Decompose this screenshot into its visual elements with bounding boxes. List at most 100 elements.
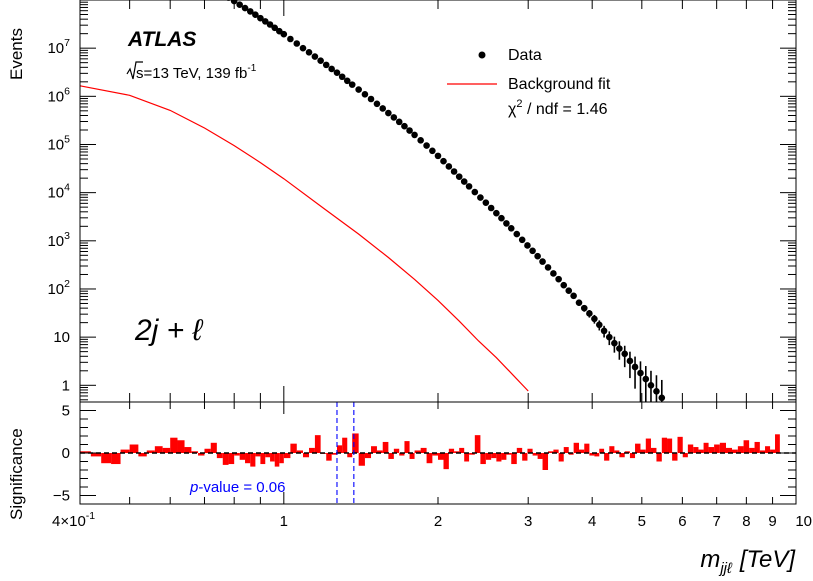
data-point (401, 122, 408, 130)
data-point (647, 381, 655, 389)
data-point (373, 100, 381, 108)
significance-bar (438, 453, 444, 460)
significance-bar (177, 440, 185, 453)
significance-bar (698, 449, 704, 453)
data-point (367, 95, 375, 103)
significance-bar (270, 453, 275, 462)
data-point (311, 53, 319, 60)
significance-bar (650, 447, 657, 453)
data-point (498, 214, 505, 222)
background-fit-line (79, 85, 529, 392)
significance-bar (409, 453, 415, 459)
data-point (246, 8, 254, 15)
significance-bar (754, 441, 760, 453)
significance-bar (558, 453, 564, 462)
significance-bar (376, 450, 383, 453)
data-point (450, 168, 458, 175)
significance-bar (719, 442, 726, 453)
data-point (236, 1, 243, 8)
data-point (305, 49, 313, 56)
x-tick-label: 5 (638, 513, 646, 530)
pvalue-label: p-value = 0.06 (189, 479, 286, 496)
data-point (487, 204, 495, 212)
data-point (241, 4, 249, 12)
x-tick-label: 2 (434, 513, 442, 530)
data-point (626, 357, 634, 365)
y-axis-label: Events (7, 28, 26, 80)
significance-bar (404, 441, 410, 453)
significance-bar (714, 444, 720, 453)
significance-bar (162, 447, 171, 453)
data-point (385, 109, 392, 117)
significance-bar (604, 453, 610, 461)
data-point (361, 91, 369, 98)
data-point (317, 57, 324, 64)
data-point (529, 247, 536, 255)
data-point (261, 18, 269, 25)
significance-bar (170, 437, 178, 453)
data-point (493, 209, 500, 217)
data-point (621, 350, 629, 358)
significance-bar (682, 453, 688, 458)
significance-bar (708, 447, 715, 453)
data-point (575, 299, 583, 306)
data-point (482, 199, 490, 206)
background-fit-layer (79, 85, 529, 392)
significance-bar (255, 453, 261, 457)
y-tick-label: 107 (47, 37, 70, 57)
significance-bar (426, 453, 433, 464)
significance-bar (640, 449, 646, 453)
chi2-label: χ2 / ndf = 1.46 (508, 98, 608, 118)
significance-bar (371, 446, 377, 453)
significance-bar (609, 446, 615, 453)
data-point (406, 127, 413, 134)
significance-bar (693, 447, 699, 453)
data-point (287, 35, 294, 43)
significance-bar (432, 453, 438, 456)
data-point (631, 363, 639, 371)
significance-bar (464, 453, 470, 462)
data-point (429, 147, 436, 155)
significance-bar (283, 453, 291, 459)
significance-bar (527, 448, 533, 453)
atlas-label: ATLAS (127, 28, 196, 51)
ratio-panel-ticks: −5 0 5 4×10-1 1 2 3 4 5 6 7 8 9 10 (52, 401, 812, 530)
main-panel-ticks: 1 10 102 103 104 105 106 107 (47, 0, 797, 402)
data-point (611, 339, 618, 347)
significance-bar (542, 453, 549, 470)
significance-bar (480, 453, 486, 465)
data-point (460, 178, 468, 185)
data-point (333, 69, 341, 76)
significance-bar (245, 453, 251, 464)
significance-bar (382, 441, 389, 453)
significance-bar (687, 444, 694, 453)
significance-bar (619, 453, 625, 458)
data-point (658, 394, 666, 402)
significance-bar (506, 453, 512, 455)
significance-bar (614, 450, 620, 453)
data-point (230, 0, 238, 5)
legend-data-label: Data (508, 47, 542, 64)
significance-bar (454, 451, 460, 453)
significance-bar (265, 453, 271, 458)
significance-bar (624, 451, 630, 453)
ratio-y-tick-label: −5 (53, 488, 70, 505)
data-point (471, 188, 479, 196)
significance-bar (210, 442, 217, 453)
data-point (322, 61, 330, 69)
data-point (570, 292, 577, 300)
data-point (550, 270, 557, 277)
significance-bar (260, 453, 266, 465)
significance-bar (516, 447, 523, 453)
ratio-y-axis-label: Significance (7, 428, 26, 520)
significance-bar (111, 453, 121, 465)
significance-bar (677, 436, 683, 453)
x-tick-label: 10 (795, 513, 812, 530)
data-point (445, 163, 453, 170)
significance-bar (661, 437, 668, 453)
significance-bar (234, 453, 240, 456)
data-point (653, 388, 660, 395)
significance-bar (347, 453, 353, 458)
data-point (299, 44, 307, 52)
